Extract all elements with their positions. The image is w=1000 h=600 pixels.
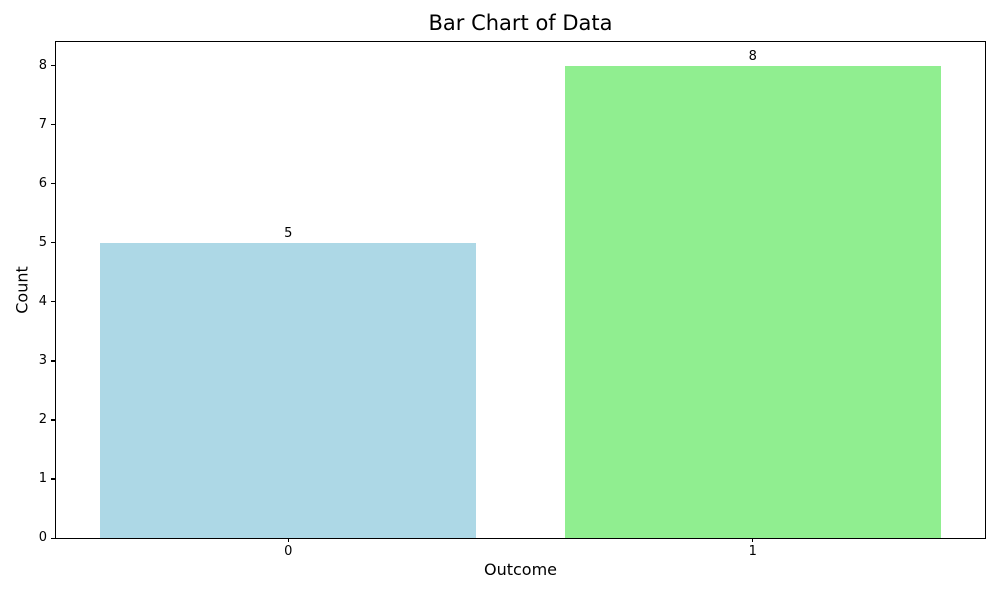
y-tick-label: 2 [38, 411, 47, 427]
y-tick-mark [51, 183, 55, 185]
y-tick-mark [51, 419, 55, 421]
y-tick-label: 5 [38, 234, 47, 250]
y-tick-label: 7 [38, 116, 47, 132]
y-tick-mark [51, 242, 55, 244]
y-tick-mark [51, 65, 55, 67]
y-tick-mark [51, 124, 55, 126]
y-tick-label: 0 [38, 530, 47, 545]
y-tick-mark [51, 360, 55, 362]
chart-title: Bar Chart of Data [428, 11, 613, 35]
y-tick-label: 4 [38, 293, 47, 309]
bar-value-label: 8 [748, 48, 757, 64]
x-tick-mark [287, 538, 289, 542]
x-tick-label: 0 [284, 544, 293, 559]
y-tick-label: 6 [38, 175, 47, 191]
y-tick-label: 3 [38, 352, 47, 368]
y-tick-mark [51, 537, 55, 539]
x-tick-mark [752, 538, 754, 542]
bar-value-label: 5 [284, 225, 293, 241]
y-tick-mark [51, 301, 55, 303]
bar [100, 242, 477, 538]
x-axis-label: Outcome [483, 560, 558, 579]
y-tick-label: 8 [38, 57, 47, 73]
y-tick-mark [51, 478, 55, 480]
y-tick-label: 1 [38, 470, 47, 486]
x-tick-label: 1 [748, 544, 757, 559]
plot-area: 5 8 0 1 2 3 4 5 6 7 8 0 1 [39, 41, 986, 559]
bar [564, 65, 941, 538]
